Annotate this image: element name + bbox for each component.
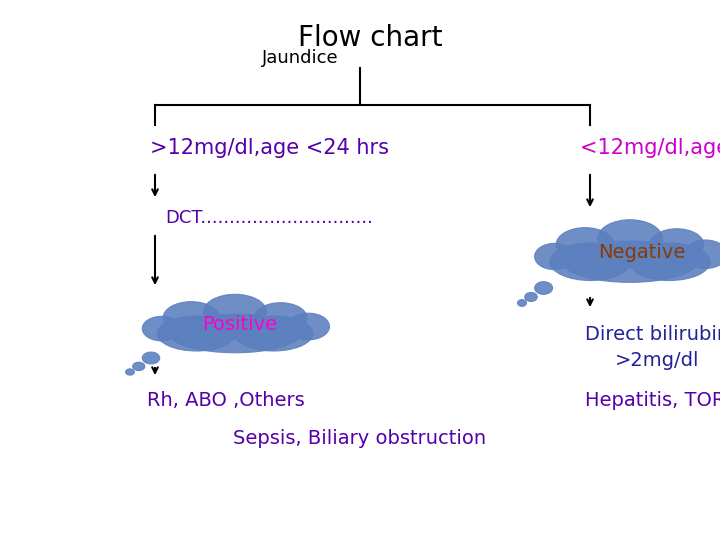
Ellipse shape	[562, 241, 698, 282]
Ellipse shape	[234, 316, 313, 351]
Ellipse shape	[649, 229, 703, 260]
Ellipse shape	[525, 293, 537, 301]
Ellipse shape	[598, 220, 662, 257]
Text: Sepsis, Biliary obstruction: Sepsis, Biliary obstruction	[233, 429, 487, 448]
Ellipse shape	[143, 352, 160, 364]
Text: Direct bilirubin: Direct bilirubin	[585, 326, 720, 345]
Text: DCT..............................: DCT..............................	[165, 209, 373, 227]
Ellipse shape	[204, 294, 266, 329]
Ellipse shape	[287, 313, 330, 340]
Ellipse shape	[125, 369, 135, 375]
Ellipse shape	[557, 228, 613, 261]
Ellipse shape	[132, 362, 145, 370]
Text: Hepatitis, TORCH,: Hepatitis, TORCH,	[585, 390, 720, 409]
Text: <12mg/dl,age>24 hrs: <12mg/dl,age>24 hrs	[580, 138, 720, 158]
Text: Jaundice: Jaundice	[261, 49, 338, 67]
Ellipse shape	[169, 314, 301, 353]
Text: >2mg/dl: >2mg/dl	[615, 350, 700, 369]
Ellipse shape	[254, 303, 307, 332]
Text: Positive: Positive	[202, 315, 278, 334]
Ellipse shape	[157, 316, 236, 351]
Ellipse shape	[550, 243, 631, 280]
Ellipse shape	[629, 243, 710, 280]
Ellipse shape	[143, 316, 181, 341]
Ellipse shape	[518, 300, 526, 306]
Ellipse shape	[684, 240, 720, 268]
Text: >12mg/dl,age <24 hrs: >12mg/dl,age <24 hrs	[150, 138, 389, 158]
Text: Negative: Negative	[598, 244, 685, 262]
Ellipse shape	[534, 282, 553, 294]
Text: Rh, ABO ,Others: Rh, ABO ,Others	[147, 390, 305, 409]
Text: Flow chart: Flow chart	[298, 24, 442, 52]
Ellipse shape	[534, 244, 575, 269]
Ellipse shape	[163, 302, 220, 333]
